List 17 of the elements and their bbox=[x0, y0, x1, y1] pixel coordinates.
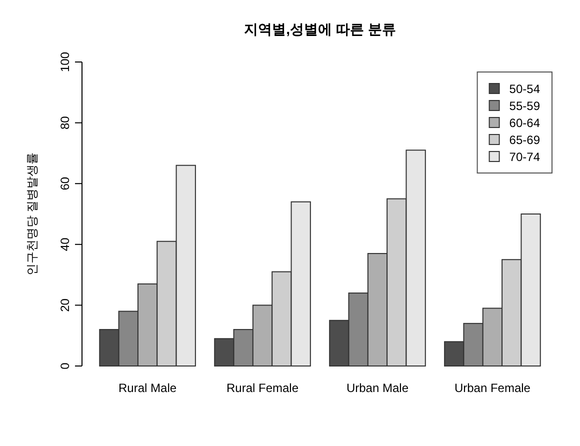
y-tick-label: 40 bbox=[58, 237, 72, 252]
y-axis-title: 인구천명당 질병발생률 bbox=[25, 152, 39, 276]
y-tick-label: 60 bbox=[58, 176, 72, 190]
legend-label: 50-54 bbox=[509, 82, 540, 96]
chart-title: 지역별,성별에 따른 분류 bbox=[244, 21, 396, 37]
y-tick-label: 100 bbox=[58, 52, 72, 72]
legend-label: 55-59 bbox=[509, 98, 540, 113]
y-tick-label: 80 bbox=[58, 116, 72, 130]
y-tick-label: 20 bbox=[58, 298, 72, 312]
x-tick-label: Rural Female bbox=[226, 381, 299, 395]
legend-label: 60-64 bbox=[509, 116, 540, 130]
x-tick-label: Urban Male bbox=[346, 381, 409, 395]
legend-label: 65-69 bbox=[509, 132, 540, 147]
legend-label: 70-74 bbox=[509, 150, 540, 164]
x-tick-label: Urban Female bbox=[454, 381, 531, 395]
y-tick-label: 0 bbox=[58, 362, 72, 370]
x-tick-label: Rural Male bbox=[118, 381, 177, 395]
